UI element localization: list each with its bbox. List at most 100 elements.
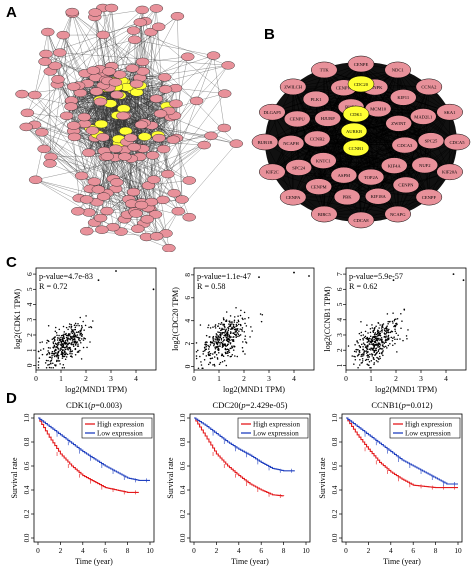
scatter-point [84, 337, 87, 340]
scatter-point [238, 330, 240, 332]
scatter-point [63, 346, 66, 349]
y-tick-label: 0 [25, 363, 34, 367]
scatter-point [83, 337, 85, 340]
scatter-point [77, 343, 79, 345]
y-tick-label: 0.0 [23, 533, 31, 542]
x-axis-label: Time (year) [383, 557, 421, 566]
scatter-point [228, 351, 231, 353]
scatter-point [53, 352, 56, 355]
scatter-point [242, 318, 244, 321]
scatter-point [233, 328, 236, 331]
scatter-point [55, 364, 57, 366]
scatter-point [381, 338, 383, 341]
scatter-point [229, 339, 231, 342]
title-p: p [401, 400, 406, 410]
gene-node-shape [357, 168, 385, 186]
scatter-point [59, 338, 61, 341]
scatter-point [214, 346, 216, 348]
scatter-point [386, 347, 388, 349]
scatter-point [152, 288, 155, 291]
scatter-point [396, 317, 399, 320]
scatter-point [383, 335, 386, 338]
scatter-points [347, 273, 465, 369]
scatter-point [376, 352, 378, 354]
scatter-point [66, 334, 68, 337]
scatter-point [195, 357, 198, 360]
gene-node-shape [302, 90, 330, 108]
gene-node [156, 195, 170, 205]
y-tick-label: 8 [183, 273, 192, 277]
scatter-point [231, 339, 233, 341]
y-tick-label: 1.0 [331, 413, 339, 422]
scatter-point [59, 349, 61, 352]
ppi-network-full [15, 3, 244, 252]
scatter-point [383, 346, 386, 348]
scatter-point [376, 332, 379, 334]
scatter-point [360, 362, 363, 364]
scatter-point [86, 346, 88, 349]
scatter-point [69, 348, 72, 351]
gene-node [206, 51, 221, 60]
scatter-point [229, 320, 231, 323]
gene-node-label: PLK1 [311, 97, 323, 102]
scatter-point [377, 357, 379, 360]
scatter-point [217, 325, 219, 327]
scatter-point [220, 337, 223, 340]
scatter-point [377, 322, 380, 324]
survival-plot: CDK1(p=0.003) 0 2 4 6 8 10 0.0 0.2 0.4 0.6 0.8 1.0 Ti… [10, 400, 155, 566]
scatter-point [221, 346, 224, 348]
scatter-point [407, 329, 409, 331]
scatter-point [217, 335, 219, 338]
scatter-point [77, 345, 80, 347]
scatter-point [46, 342, 48, 344]
scatter-point [385, 335, 387, 337]
scatter-point [56, 337, 59, 339]
scatter-point [230, 328, 232, 331]
y-tick-label: 0.2 [331, 509, 339, 518]
scatter-point [389, 320, 391, 323]
scatter-point [239, 328, 241, 330]
x-tick-label: 10 [146, 546, 154, 555]
x-tick-label: 6 [259, 546, 263, 555]
gene-node-label: NDC1 [392, 68, 405, 73]
scatter-point [47, 339, 49, 342]
gene-node-shape [279, 188, 307, 206]
scatter-point [377, 346, 379, 348]
scatter-point [360, 331, 363, 334]
gene-node [157, 73, 172, 82]
scatter-point [380, 336, 383, 339]
x-tick-label: 3 [419, 374, 423, 383]
scatter-point [395, 318, 397, 320]
scatter-point [51, 358, 53, 360]
gene-node: CDCA8 [347, 211, 375, 229]
gene-node-shape [330, 166, 358, 184]
scatter-point [66, 343, 69, 346]
gene-node [35, 128, 49, 137]
scatter-point [215, 354, 218, 356]
scatter-point [73, 324, 76, 326]
scatter-point [216, 357, 219, 359]
scatter-point [200, 364, 203, 366]
scatter-point [367, 356, 369, 358]
gene-node-shape [380, 157, 408, 174]
scatter-point [379, 347, 382, 350]
scatter-point [56, 339, 59, 341]
panel-letter-c: C [6, 254, 17, 271]
scatter-point [367, 350, 369, 353]
scatter-point [67, 342, 69, 344]
gene-node [127, 35, 142, 44]
gene-node-shape [436, 103, 463, 121]
scatter-point [392, 322, 394, 324]
scatter-point [231, 321, 233, 323]
gene-node [204, 131, 218, 141]
scatter-point [60, 338, 62, 341]
gene-node [129, 209, 143, 218]
scatter-point [214, 341, 216, 343]
scatter-point [239, 323, 242, 326]
scatter-point [56, 354, 59, 357]
scatter-point [221, 354, 224, 357]
scatter-point [80, 329, 82, 331]
scatter-point [228, 325, 231, 327]
gene-node-shape [311, 61, 338, 79]
scatter-point [52, 341, 54, 343]
